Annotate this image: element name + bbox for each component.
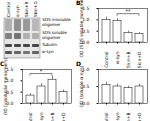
svg-text:OD (insoluble monomers): OD (insoluble monomers) [3, 57, 8, 115]
svg-text:Control: Control [104, 113, 109, 121]
svg-text:Skin+D: Skin+D [33, 1, 38, 17]
svg-text:Control: Control [6, 2, 11, 17]
svg-text:Skin+B: Skin+B [50, 113, 55, 121]
svg-text:OD (SDS soluble monomers): OD (SDS soluble monomers) [79, 0, 84, 58]
svg-text:Skin+D: Skin+D [61, 112, 66, 121]
svg-text:**: ** [126, 8, 132, 14]
svg-text:α-syn: α-syn [39, 112, 44, 121]
svg-text:Skin+B: Skin+B [24, 2, 29, 17]
svg-text:Skin+D: Skin+D [137, 112, 142, 121]
svg-text:Skin+D: Skin+D [137, 51, 142, 68]
svg-text:OD (soluble α-syn): OD (soluble α-syn) [79, 65, 84, 107]
svg-text:α-syn: α-syn [115, 112, 120, 121]
svg-text:Skin+B: Skin+B [126, 113, 131, 121]
svg-text:α-syn: α-syn [15, 5, 20, 17]
svg-text:Control: Control [104, 52, 109, 68]
svg-text:*: * [40, 68, 43, 74]
svg-text:Control: Control [28, 113, 33, 121]
svg-text:Skin+B: Skin+B [126, 52, 131, 68]
svg-text:α-syn: α-syn [115, 51, 120, 64]
